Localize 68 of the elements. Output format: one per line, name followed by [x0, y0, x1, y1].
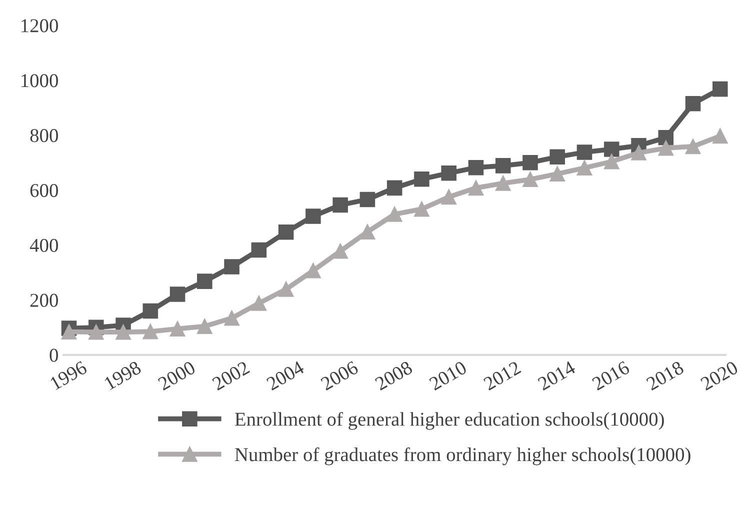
point	[495, 176, 511, 191]
x-tick-label: 1996	[50, 360, 88, 390]
point	[658, 140, 674, 156]
point	[576, 160, 592, 176]
point	[441, 165, 456, 181]
y-tick-label: 400	[30, 238, 58, 252]
point	[468, 180, 484, 196]
x-tick-label: 2008	[374, 360, 414, 391]
point	[658, 130, 674, 146]
x-tick-label: 2000	[157, 360, 196, 391]
point	[278, 282, 294, 297]
point	[386, 206, 402, 222]
point	[441, 189, 456, 205]
point	[142, 303, 158, 319]
point	[414, 201, 430, 217]
x-tick-label: 2010	[428, 360, 468, 391]
x-tick-label: 2004	[266, 360, 306, 391]
point	[224, 259, 240, 274]
point	[712, 128, 728, 144]
point	[197, 274, 212, 289]
x-tick-label: 2016	[591, 360, 630, 391]
point	[251, 242, 267, 258]
point	[306, 262, 321, 278]
point	[224, 310, 240, 326]
point	[142, 324, 158, 340]
point	[170, 286, 186, 302]
point	[550, 149, 565, 165]
y-tick-label: 1200	[22, 19, 58, 32]
x-tick-label: 2012	[482, 360, 522, 391]
point	[550, 166, 565, 182]
point	[522, 155, 538, 170]
point	[495, 158, 511, 174]
x-tick-label: 2018	[646, 360, 685, 391]
y-tick-label: 200	[30, 294, 58, 307]
point	[278, 224, 294, 240]
point	[360, 192, 376, 208]
x-tick-label: 2006	[320, 360, 360, 391]
x-tick-label: 2002	[212, 360, 250, 391]
point	[386, 180, 402, 196]
point	[604, 154, 620, 170]
point	[360, 224, 376, 240]
y-tick-label: 1000	[22, 74, 58, 88]
point	[61, 324, 77, 340]
point	[522, 172, 538, 188]
point	[685, 138, 701, 154]
x-tick-label: 2014	[537, 360, 576, 391]
y-tick-label: 600	[30, 184, 58, 198]
point	[197, 318, 212, 334]
x-tick-label: 1998	[104, 360, 142, 390]
point	[332, 243, 348, 259]
point	[685, 96, 701, 112]
legend-label: Enrollment of general higher education schools(10000)	[234, 412, 664, 430]
y-tick-label: 800	[30, 129, 58, 142]
point	[170, 321, 186, 336]
point	[88, 324, 104, 340]
point	[712, 81, 728, 97]
point	[604, 142, 620, 157]
point	[414, 172, 430, 187]
point	[631, 145, 646, 160]
legend-label: Number of graduates from ordinary higher schools(10000)	[234, 447, 690, 466]
x-tick-label: 2020	[700, 360, 739, 391]
point	[116, 324, 131, 340]
point	[251, 296, 267, 311]
point	[332, 197, 348, 213]
point	[576, 144, 592, 160]
point	[306, 208, 321, 224]
point	[468, 160, 484, 176]
y-tick-label: 0	[50, 348, 58, 362]
